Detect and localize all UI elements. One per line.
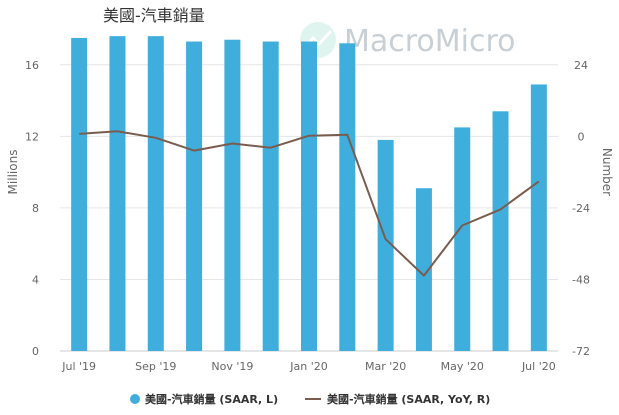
bar[interactable] (530, 84, 547, 351)
left-axis-tick-label: 16 (25, 59, 39, 72)
x-axis-tick-label: Mar '20 (365, 360, 406, 373)
line-series[interactable] (79, 130, 540, 277)
bar[interactable] (109, 36, 126, 352)
bar[interactable] (377, 139, 394, 351)
left-axis-ticks: 0 4 8 12 16 (25, 59, 39, 358)
watermark-text: MacroMicro (344, 24, 516, 59)
right-axis-tick-label: 24 (574, 59, 588, 72)
right-axis-tick-label: -48 (572, 273, 590, 286)
bar[interactable] (147, 36, 164, 352)
left-axis-tick-label: 12 (25, 130, 39, 143)
bar[interactable] (415, 188, 432, 351)
x-axis-tick-label: Jan '20 (289, 360, 327, 373)
left-axis-tick-label: 0 (32, 345, 39, 358)
bar-series (71, 36, 547, 352)
x-axis-tick-label: May '20 (441, 360, 484, 373)
legend-item-bar-series[interactable]: 美國-汽車銷量 (SAAR, L) (130, 392, 278, 406)
legend-marker-bar (130, 394, 140, 404)
right-axis-tick-label: -72 (572, 345, 590, 358)
watermark: MacroMicro (300, 22, 516, 59)
x-axis-tick-label: Jul '20 (521, 360, 556, 373)
left-axis-tick-label: 4 (32, 273, 39, 286)
right-axis-ticks: -72 -48 -24 0 24 (572, 59, 590, 358)
left-axis-title: Millions (6, 150, 20, 195)
x-axis-ticks: Jul '19 Sep '19 Nov '19 Jan '20 Mar '20 May '… (61, 360, 555, 373)
bar[interactable] (301, 41, 317, 352)
bar[interactable] (224, 39, 241, 351)
x-axis-tick-label: Jul '19 (61, 360, 96, 373)
bar[interactable] (492, 111, 509, 352)
legend: 美國-汽車銷量 (SAAR, L) 美國-汽車銷量 (SAAR, YoY, R) (130, 392, 490, 406)
legend-label-bar-series: 美國-汽車銷量 (SAAR, L) (145, 392, 278, 406)
bar[interactable] (339, 43, 356, 352)
x-axis-tick-label: Nov '19 (211, 360, 253, 373)
right-axis-tick-label: -24 (572, 202, 590, 215)
chart-title: 美國-汽車銷量 (103, 6, 205, 25)
legend-item-line-series[interactable]: 美國-汽車銷量 (SAAR, YoY, R) (305, 392, 490, 406)
line-series-group (79, 130, 540, 277)
x-axis-tick-label: Sep '19 (135, 360, 176, 373)
legend-label-line-series: 美國-汽車銷量 (SAAR, YoY, R) (327, 392, 490, 406)
bar[interactable] (186, 41, 203, 352)
bar[interactable] (71, 37, 88, 351)
bar[interactable] (454, 127, 471, 351)
right-axis-title: Number (600, 148, 614, 196)
left-axis-tick-label: 8 (32, 202, 39, 215)
right-axis-tick-label: 0 (578, 130, 585, 143)
bar[interactable] (262, 41, 279, 352)
